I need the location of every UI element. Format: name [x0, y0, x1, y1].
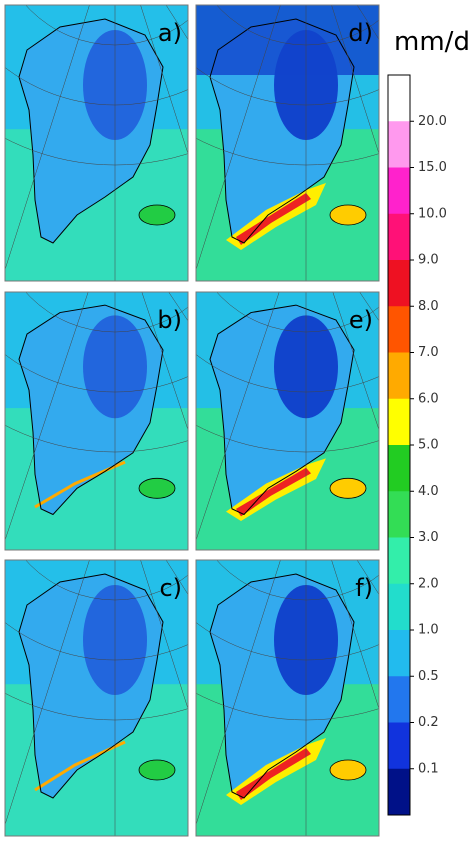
- map-content: [5, 292, 188, 550]
- iceland: [138, 204, 176, 226]
- graticule: [196, 560, 281, 826]
- graticule: [196, 5, 281, 271]
- tick-label: 10.0: [418, 206, 447, 221]
- panel-frame: [4, 4, 189, 282]
- coastline: [18, 18, 164, 244]
- panel-label: b): [157, 306, 182, 334]
- coastline: [18, 573, 164, 799]
- tick-label: 9.0: [418, 253, 439, 268]
- graticule: [140, 560, 188, 710]
- iceland: [329, 477, 367, 499]
- panel-frame: [4, 559, 189, 837]
- tick-label: 7.0: [418, 345, 439, 360]
- colorbar-unit: mm/d: [394, 27, 470, 57]
- graticule: [332, 292, 379, 431]
- graticule: [5, 292, 89, 541]
- map-panel: f): [195, 559, 380, 837]
- tick-label: 1.0: [418, 623, 439, 638]
- color-band: [388, 398, 410, 446]
- map-content: [196, 560, 379, 836]
- graticule: [140, 5, 188, 155]
- iceland: [329, 759, 367, 781]
- graticule: [331, 560, 379, 710]
- tick-label: 0.1: [418, 761, 439, 776]
- panel-frame: [195, 291, 380, 551]
- tick-label: 20.0: [418, 114, 447, 129]
- graticule: [141, 292, 188, 431]
- color-band: [388, 213, 410, 261]
- dry-north: [196, 5, 379, 75]
- coastline: [209, 304, 355, 516]
- map-content: [196, 5, 379, 281]
- wet-core: [236, 748, 311, 800]
- color-band: [388, 537, 410, 585]
- panel-label: f): [355, 574, 373, 602]
- color-band: [388, 75, 410, 122]
- map-content: [5, 560, 188, 836]
- color-band: [388, 352, 410, 400]
- tick-label: 2.0: [418, 576, 439, 591]
- graticule: [5, 560, 90, 826]
- iceland: [329, 204, 367, 226]
- iceland: [138, 759, 176, 781]
- tick-label: 0.5: [418, 669, 439, 684]
- panel-label: d): [348, 19, 373, 47]
- map-panel: d): [195, 4, 380, 282]
- wet-core: [236, 193, 311, 245]
- color-band: [388, 306, 410, 353]
- coastline: [209, 573, 355, 799]
- map-content: [196, 292, 379, 550]
- color-band: [388, 491, 410, 538]
- color-band: [388, 583, 410, 631]
- panel-frame: [4, 291, 189, 551]
- graticule: [5, 5, 90, 271]
- color-band: [388, 676, 410, 723]
- map-panel: e): [195, 291, 380, 551]
- map-content: [5, 5, 188, 281]
- tick-label: 15.0: [418, 160, 447, 175]
- panel-label: c): [159, 574, 182, 602]
- coastline: [209, 18, 355, 244]
- color-band: [388, 445, 410, 492]
- panel-label: e): [349, 306, 373, 334]
- tick-label: 3.0: [418, 530, 439, 545]
- graticule: [331, 5, 379, 155]
- tick-label: 0.2: [418, 715, 439, 730]
- coastline: [18, 304, 164, 516]
- map-panel: c): [4, 559, 189, 837]
- panel-frame: [195, 4, 380, 282]
- map-panel: b): [4, 291, 189, 551]
- color-band: [388, 722, 410, 770]
- color-band: [388, 167, 410, 215]
- tick-label: 4.0: [418, 484, 439, 499]
- color-band: [388, 121, 410, 168]
- graticule: [196, 292, 280, 541]
- tick-label: 8.0: [418, 299, 439, 314]
- color-band: [388, 768, 410, 816]
- tick-label: 5.0: [418, 438, 439, 453]
- map-panel: a): [4, 4, 189, 282]
- wet-core: [236, 467, 311, 517]
- color-band: [388, 260, 410, 307]
- iceland: [138, 477, 176, 499]
- tick-label: 6.0: [418, 391, 439, 406]
- panel-frame: [195, 559, 380, 837]
- color-band: [388, 630, 410, 677]
- panel-label: a): [158, 19, 182, 47]
